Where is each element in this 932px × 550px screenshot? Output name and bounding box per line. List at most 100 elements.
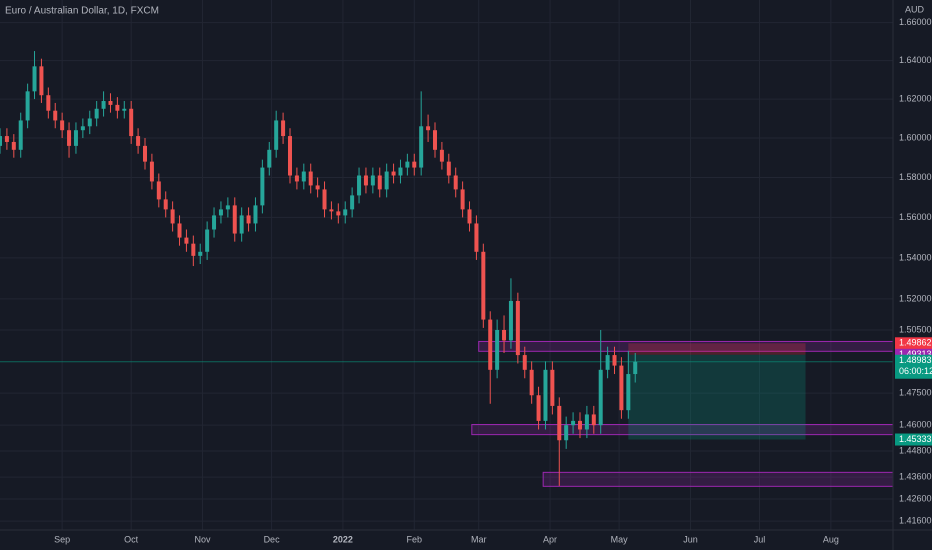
candle-body [246, 215, 251, 224]
y-tick-label: 1.41600 [899, 516, 932, 526]
candle-body [626, 374, 631, 411]
candle-body [508, 300, 513, 341]
candle-body [370, 175, 375, 186]
candle-body [232, 205, 237, 234]
candle-body [536, 395, 541, 421]
candle-body [343, 209, 348, 216]
candle-body [225, 205, 230, 210]
candle-body [467, 209, 472, 224]
candle-body [136, 136, 141, 146]
x-tick-label: 2022 [333, 534, 353, 544]
candle-body [598, 369, 603, 426]
candle-body [329, 209, 334, 212]
y-tick-label: 1.56000 [899, 212, 932, 222]
x-tick-label: Nov [195, 534, 212, 544]
y-tick-label: 1.52000 [899, 293, 932, 303]
price-label: 1.45333 [899, 434, 932, 444]
x-tick-label: Oct [124, 534, 139, 544]
x-tick-label: Jun [683, 534, 698, 544]
candle-body [87, 118, 92, 127]
position-profit [628, 354, 806, 440]
candle-body [377, 175, 382, 190]
zone [542, 471, 894, 487]
zones [0, 340, 894, 487]
candle-body [4, 136, 9, 142]
candle-body [412, 161, 417, 168]
candle-body [398, 167, 403, 176]
candle-body [446, 161, 451, 176]
candle-body [67, 130, 72, 146]
candle-body [184, 237, 189, 244]
x-tick-label: May [611, 534, 629, 544]
candle-body [287, 136, 292, 176]
x-tick-label: Feb [407, 534, 423, 544]
candle-body [122, 108, 127, 111]
y-tick-label: 1.46000 [899, 420, 932, 430]
candle-body [294, 175, 299, 182]
candle-body [11, 141, 16, 150]
candle-body [612, 355, 617, 366]
candle-body [495, 329, 500, 370]
candle-body [198, 251, 203, 256]
candle-body [571, 420, 576, 426]
candle-body [53, 110, 58, 121]
candle-body [488, 319, 493, 370]
candle-body [25, 91, 30, 121]
candle-body [577, 420, 582, 430]
candle-body [405, 161, 410, 168]
x-tick-label: Sep [54, 534, 70, 544]
y-tick-label: 1.42600 [899, 493, 932, 503]
candle-body [426, 126, 431, 131]
candle-body [101, 101, 106, 109]
candles [0, 51, 638, 486]
candle-body [73, 130, 78, 146]
candle-body [253, 205, 258, 224]
candle-body [301, 171, 306, 182]
candle-body [115, 104, 120, 111]
candle-body [322, 189, 327, 210]
x-tick-label: Apr [543, 534, 557, 544]
candle-body [108, 101, 113, 105]
candle-body [591, 414, 596, 426]
candle-body [205, 229, 210, 252]
candle-body [439, 149, 444, 162]
candle-body [515, 300, 520, 356]
candle-body [419, 126, 424, 168]
candle-body [260, 167, 265, 206]
candle-body [239, 215, 244, 234]
candle-body [529, 369, 534, 396]
candle-body [564, 425, 569, 441]
current-price-label: 1.48983 [899, 355, 932, 365]
candle-body [502, 329, 507, 341]
price-label: 1.49313 [899, 349, 932, 359]
x-tick-label: Mar [471, 534, 487, 544]
price-label: 1.49862 [899, 338, 932, 348]
y-tick-label: 1.43600 [899, 472, 932, 482]
candle-body [94, 108, 99, 119]
candle-body [391, 171, 396, 176]
candle-body [619, 365, 624, 411]
candle-body [39, 66, 44, 96]
candle-body [212, 215, 217, 230]
axes: 1.66000 1.64000 1.62000 1.60000 1.58000 1.560… [54, 17, 932, 544]
candle-body [267, 149, 272, 168]
y-tick-label: 1.47500 [899, 387, 932, 397]
candle-body [605, 355, 610, 370]
candle-body [350, 195, 355, 210]
candle-body [142, 145, 147, 162]
candle-body [363, 175, 368, 186]
countdown-label: 06:00:12 [899, 366, 932, 376]
candle-body [191, 243, 196, 256]
candle-body [633, 361, 638, 375]
candle-body [274, 120, 279, 150]
x-tick-label: Jul [754, 534, 766, 544]
candle-body [60, 120, 65, 131]
candle-body [460, 189, 465, 210]
candle-body [543, 369, 548, 421]
candle-body [18, 120, 23, 150]
price-label-box [895, 337, 932, 350]
candle-body [557, 405, 562, 441]
candle-body [177, 223, 182, 238]
